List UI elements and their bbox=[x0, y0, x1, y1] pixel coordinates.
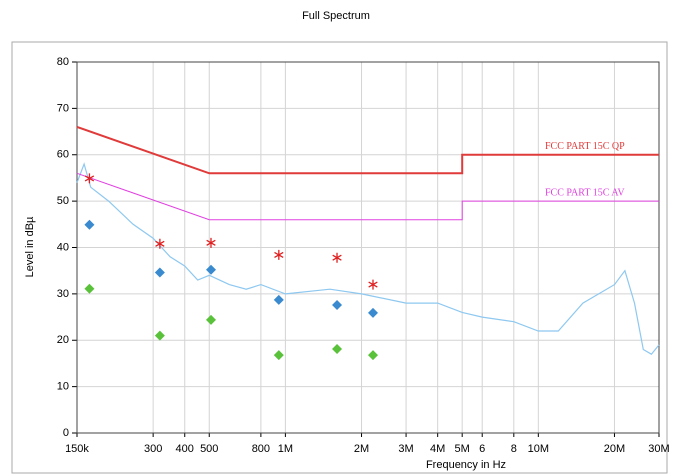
series-line bbox=[76, 162, 660, 355]
limit-label: FCC PART 15C QP bbox=[545, 141, 625, 152]
qp-marker bbox=[332, 252, 342, 263]
series-line bbox=[76, 125, 659, 175]
diamond-marker bbox=[367, 350, 378, 361]
series-line bbox=[76, 172, 659, 221]
x-tick-label: 3M bbox=[398, 443, 413, 455]
diamond-marker bbox=[154, 330, 165, 341]
qp-marker bbox=[368, 279, 378, 290]
x-tick-label: 4M bbox=[430, 443, 445, 455]
x-tick-label: 2M bbox=[354, 443, 369, 455]
diamond-marker bbox=[273, 350, 284, 361]
x-tick-label: 500 bbox=[200, 443, 218, 455]
diamond-marker bbox=[84, 283, 95, 294]
qp-marker bbox=[274, 249, 284, 260]
y-tick-label: 30 bbox=[57, 288, 69, 300]
chart-title: Full Spectrum bbox=[302, 10, 370, 22]
diamond-marker bbox=[205, 314, 216, 325]
diamond-marker bbox=[332, 300, 343, 311]
y-tick-label: 40 bbox=[57, 241, 69, 253]
diamond-marker bbox=[84, 219, 95, 230]
diamond-marker bbox=[154, 267, 165, 278]
y-tick-label: 10 bbox=[57, 381, 69, 393]
y-tick-label: 0 bbox=[63, 427, 69, 439]
x-tick-label: 1M bbox=[278, 443, 293, 455]
y-tick-label: 80 bbox=[57, 56, 69, 68]
x-tick-label: 30M bbox=[648, 443, 669, 455]
qp-marker bbox=[206, 237, 216, 248]
y-tick-label: 70 bbox=[57, 102, 69, 114]
diamond-marker bbox=[332, 344, 343, 355]
x-tick-label: 800 bbox=[252, 443, 270, 455]
diamond-marker bbox=[273, 294, 284, 305]
y-tick-label: 60 bbox=[57, 149, 69, 161]
diamond-marker bbox=[205, 264, 216, 275]
x-tick-label: 400 bbox=[176, 443, 194, 455]
y-axis-label: Level in dBµ bbox=[24, 216, 36, 277]
y-tick-label: 20 bbox=[57, 334, 69, 346]
diamond-marker bbox=[367, 307, 378, 318]
x-tick-label: 20M bbox=[604, 443, 625, 455]
x-tick-label: 150k bbox=[65, 443, 89, 455]
x-tick-label: 5M bbox=[455, 443, 470, 455]
limit-label: FCC PART 15C AV bbox=[545, 187, 625, 198]
qp-marker bbox=[155, 238, 165, 249]
x-tick-label: 8 bbox=[511, 443, 517, 455]
plot-area bbox=[76, 61, 660, 434]
x-tick-label: 10M bbox=[528, 443, 549, 455]
y-tick-label: 50 bbox=[57, 195, 69, 207]
x-axis-label: Frequency in Hz bbox=[426, 459, 506, 471]
x-tick-label: 300 bbox=[144, 443, 162, 455]
x-tick-label: 6 bbox=[479, 443, 485, 455]
frame bbox=[11, 41, 668, 474]
qp-marker bbox=[84, 173, 95, 184]
